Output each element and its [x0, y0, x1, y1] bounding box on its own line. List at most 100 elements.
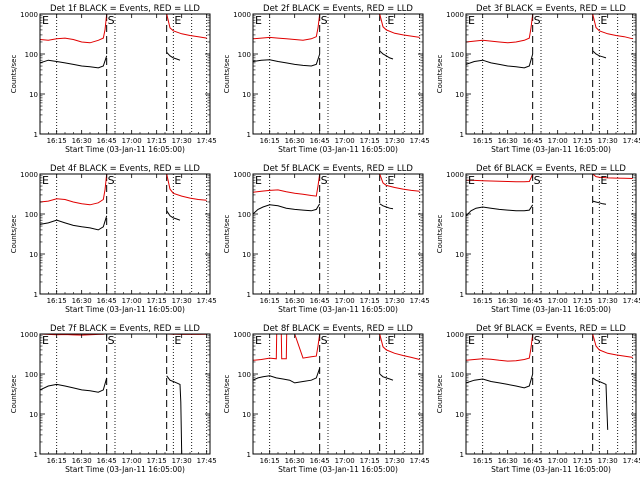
- x-tick-label: 17:30: [385, 457, 405, 465]
- y-tick-label: 100: [25, 371, 38, 379]
- marker-end-e: E: [387, 14, 394, 27]
- series-events-line: [592, 50, 607, 59]
- marker-end-e: E: [174, 174, 181, 187]
- panel-title: Det 2f BLACK = Events, RED = LLD: [263, 4, 413, 14]
- x-tick-label: 17:15: [360, 457, 380, 465]
- x-tick-label: 16:30: [72, 297, 92, 305]
- x-tick-label: 16:30: [498, 457, 518, 465]
- panel-title: Det 7f BLACK = Events, RED = LLD: [50, 324, 200, 334]
- y-tick-label: 100: [451, 211, 464, 219]
- x-tick-label: 17:00: [122, 137, 142, 145]
- x-tick-label: 17:15: [147, 137, 167, 145]
- marker-start-e: E: [468, 334, 475, 347]
- y-tick-label: 100: [238, 51, 251, 59]
- series-events-line: [466, 373, 534, 389]
- marker-start-e: E: [255, 334, 262, 347]
- x-tick-label: 16:15: [473, 457, 493, 465]
- x-tick-label: 16:15: [260, 137, 280, 145]
- y-tick-label: 1000: [446, 171, 464, 179]
- plot-frame: [39, 13, 211, 135]
- x-tick-label: 16:15: [47, 457, 67, 465]
- marker-end-e: E: [174, 14, 181, 27]
- y-tick-label: 1000: [446, 331, 464, 339]
- series-events-line: [40, 377, 108, 393]
- marker-start-e: E: [42, 334, 49, 347]
- x-axis-label: Start Time (03-Jan-11 16:05:00): [491, 305, 611, 314]
- series-lld-line: [466, 174, 534, 183]
- x-tick-label: 17:15: [360, 297, 380, 305]
- series-events-line: [379, 50, 394, 60]
- x-tick-label: 17:15: [360, 137, 380, 145]
- y-tick-label: 10: [455, 411, 464, 419]
- x-tick-label: 17:15: [573, 137, 593, 145]
- x-tick-label: 17:00: [335, 297, 355, 305]
- x-tick-label: 16:15: [473, 137, 493, 145]
- series-events-line: [592, 377, 609, 430]
- y-tick-label: 1000: [233, 11, 251, 19]
- plot-frame: [252, 13, 424, 135]
- panel-title: Det 3f BLACK = Events, RED = LLD: [476, 4, 626, 14]
- detector-panel-5: Det 5f BLACK = Events, RED = LLD 16:15 16:…: [223, 164, 430, 314]
- y-tick-label: 1: [34, 451, 38, 459]
- plot-frame: [252, 173, 424, 295]
- detector-panel-1: Det 1f BLACK = Events, RED = LLD 16:15 16:…: [10, 4, 217, 154]
- panel-title: Det 4f BLACK = Events, RED = LLD: [50, 164, 200, 174]
- x-tick-label: 17:00: [122, 457, 142, 465]
- y-tick-label: 1: [247, 131, 251, 139]
- series-events-line: [379, 373, 394, 381]
- x-tick-label: 16:45: [310, 297, 330, 305]
- series-events-line: [466, 53, 534, 69]
- marker-saa-s: S: [108, 334, 115, 347]
- series-events-line: [253, 368, 321, 384]
- x-tick-label: 17:15: [573, 457, 593, 465]
- plot-frame: [39, 173, 211, 295]
- detector-panel-4: Det 4f BLACK = Events, RED = LLD 16:15 16:…: [10, 164, 217, 314]
- y-tick-label: 10: [29, 251, 38, 259]
- y-tick-label: 100: [238, 211, 251, 219]
- detector-panel-7: Det 7f BLACK = Events, RED = LLD 16:15 16:…: [10, 324, 217, 474]
- series-lld-line: [466, 334, 534, 362]
- x-tick-label: 16:45: [97, 457, 117, 465]
- x-tick-label: 17:30: [598, 457, 618, 465]
- detector-panel-3: Det 3f BLACK = Events, RED = LLD 16:15 16:…: [436, 4, 640, 154]
- marker-end-e: E: [600, 174, 607, 187]
- series-lld-line: [40, 14, 108, 44]
- x-tick-label: 16:15: [473, 297, 493, 305]
- x-tick-label: 16:45: [523, 137, 543, 145]
- series-events-line: [166, 51, 181, 61]
- y-tick-label: 10: [455, 251, 464, 259]
- x-tick-label: 17:45: [623, 457, 640, 465]
- x-axis-label: Start Time (03-Jan-11 16:05:00): [491, 145, 611, 154]
- y-tick-label: 10: [29, 411, 38, 419]
- series-events-line: [40, 55, 108, 69]
- x-tick-label: 16:45: [310, 457, 330, 465]
- x-axis-label: Start Time (03-Jan-11 16:05:00): [65, 305, 185, 314]
- y-tick-label: 10: [242, 91, 251, 99]
- x-tick-label: 17:00: [335, 137, 355, 145]
- x-tick-label: 16:15: [260, 457, 280, 465]
- series-lld-line: [466, 14, 534, 44]
- x-tick-label: 16:45: [97, 297, 117, 305]
- x-axis-label: Start Time (03-Jan-11 16:05:00): [65, 145, 185, 154]
- x-tick-label: 16:30: [72, 137, 92, 145]
- y-tick-label: 10: [455, 91, 464, 99]
- y-tick-label: 1: [460, 451, 464, 459]
- x-tick-label: 16:45: [523, 297, 543, 305]
- y-tick-label: 10: [242, 251, 251, 259]
- marker-saa-s: S: [321, 14, 328, 27]
- series-events-line: [253, 203, 321, 215]
- marker-saa-s: S: [108, 14, 115, 27]
- panel-title: Det 1f BLACK = Events, RED = LLD: [50, 4, 200, 14]
- x-tick-label: 16:30: [285, 137, 305, 145]
- series-events-line: [166, 210, 181, 221]
- x-tick-label: 17:00: [122, 297, 142, 305]
- detector-panel-9: Det 9f BLACK = Events, RED = LLD 16:15 16:…: [436, 324, 640, 474]
- y-axis-label: Counts/sec: [436, 55, 444, 94]
- plot-frame: [465, 333, 637, 455]
- x-tick-label: 17:30: [598, 137, 618, 145]
- series-lld-line: [379, 14, 420, 38]
- plot-frame: [465, 173, 637, 295]
- series-lld-line: [166, 174, 207, 201]
- x-tick-label: 17:15: [147, 457, 167, 465]
